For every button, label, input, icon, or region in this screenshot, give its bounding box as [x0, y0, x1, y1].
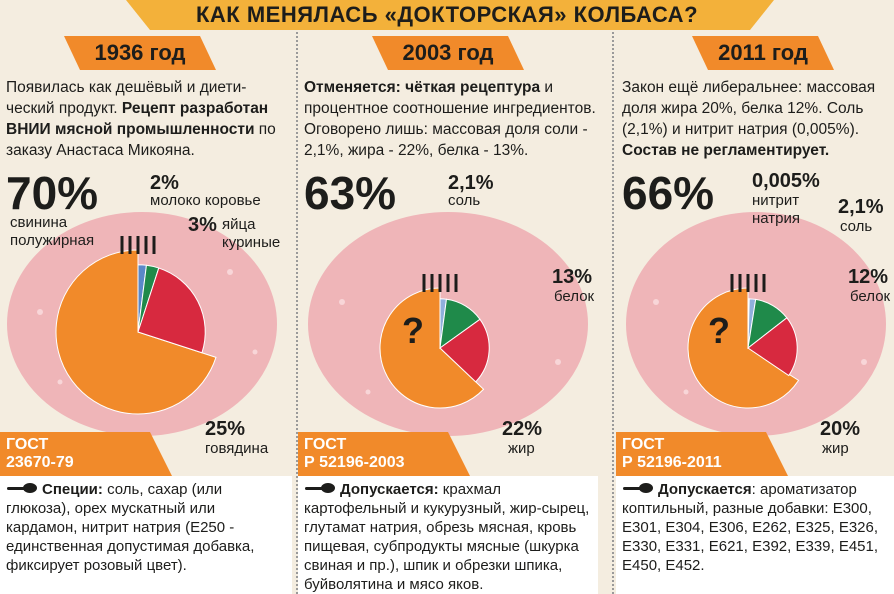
- year-tab: 1936 год: [64, 36, 216, 70]
- spoon-icon: [7, 483, 37, 493]
- sausage-fat-dot: [57, 379, 63, 385]
- sausage-fat-dot: [861, 359, 867, 365]
- sausage-fat-dot: [683, 389, 689, 395]
- main-percent: 66%: [622, 167, 715, 219]
- sausage-slice: [308, 212, 588, 472]
- page-title: КАК МЕНЯЛАСЬ «ДОКТОРСКАЯ» КОЛБАСА?: [195, 2, 699, 27]
- fork-tines: [422, 274, 458, 292]
- sausage-fat-dot: [339, 299, 345, 305]
- sausage-fat-dot: [227, 269, 233, 275]
- pie-slice-жир: [439, 318, 490, 383]
- period-2003: 2003 год Отменяется: чёткая рецептура и …: [298, 32, 598, 594]
- additives-box: Допускается: ароматизатор коптильный, ра…: [616, 476, 894, 594]
- spoon-icon: [623, 483, 653, 493]
- label-percent: 20%: [820, 418, 861, 440]
- label-percent: 2,1%: [838, 196, 884, 218]
- label-text: говядина: [205, 440, 269, 457]
- pie-slice-жир: [747, 317, 798, 377]
- gost-badge: ГОСТ Р 52196-2003: [298, 432, 470, 476]
- label-percent: 22%: [502, 418, 543, 440]
- sausage-slice: [626, 212, 886, 472]
- main-percent: 70%: [6, 167, 99, 219]
- label-percent: 25%: [205, 418, 246, 440]
- year-tab: 2011 год: [692, 36, 834, 70]
- label-percent: 12%: [848, 266, 889, 288]
- title-bar: КАК МЕНЯЛАСЬ «ДОКТОРСКАЯ» КОЛБАСА?: [0, 0, 894, 30]
- additives-box: Допускается: крахмал картофельный и куку…: [298, 476, 598, 594]
- label-text: нитрит натрия: [752, 192, 801, 227]
- column-divider: [296, 32, 298, 594]
- gost-badge: ГОСТ 23670-79: [0, 432, 172, 476]
- pie-slice-говядина: [137, 267, 206, 354]
- pie-slice-unknown: [379, 287, 485, 409]
- sausage-fat-dot: [653, 299, 659, 305]
- period-description: Появилась как дешёвый и диети-ческий про…: [6, 79, 276, 159]
- main-percent: 63%: [304, 167, 397, 219]
- unknown-share-mark: ?: [402, 310, 424, 351]
- label-text: соль: [840, 218, 873, 235]
- label-text: белок: [554, 288, 595, 305]
- title-banner: [126, 0, 774, 30]
- gost-badge: ГОСТ Р 52196-2011: [616, 432, 788, 476]
- label-text: молоко коровье: [150, 192, 261, 209]
- period-2011: 2011 год Закон ещё либеральнее: массовая…: [616, 32, 894, 594]
- label-text: соль: [448, 192, 481, 209]
- pie-slice-unknown: [687, 287, 800, 409]
- period-1936: 1936 год Появилась как дешёвый и диети-ч…: [0, 32, 300, 594]
- spoon-icon: [305, 483, 335, 493]
- period-description: Отменяется: чёткая рецептура и процентно…: [304, 79, 596, 159]
- sausage-slice: [7, 212, 277, 472]
- unknown-share-mark: ?: [708, 310, 730, 351]
- sausage-fat-dot: [555, 359, 561, 365]
- year-tab: 2003 год: [372, 36, 524, 70]
- label-percent: 0,005%: [752, 170, 820, 192]
- label-text: белок: [850, 288, 891, 305]
- period-description: Закон ещё либеральнее: массовая доля жир…: [622, 79, 876, 159]
- column-divider: [612, 32, 614, 594]
- label-percent: 3%: [188, 214, 217, 236]
- label-text: жир: [508, 440, 535, 457]
- label-percent: 2,1%: [448, 172, 494, 194]
- main-label: свинина полужирная: [10, 214, 95, 249]
- sausage-fat-dot: [37, 309, 43, 315]
- sausage-fat-dot: [365, 389, 371, 395]
- pie-slice-свинина-полужирная: [55, 249, 217, 415]
- label-text: яйца куриные: [222, 216, 281, 251]
- sausage-fat-dot: [252, 349, 258, 355]
- label-text: жир: [822, 440, 849, 457]
- label-percent: 2%: [150, 172, 179, 194]
- fork-tines: [730, 274, 766, 292]
- additives-box: Специи: соль, сахар (или глюкоза), орех …: [0, 476, 292, 594]
- label-percent: 13%: [552, 266, 593, 288]
- fork-tines: [120, 236, 156, 254]
